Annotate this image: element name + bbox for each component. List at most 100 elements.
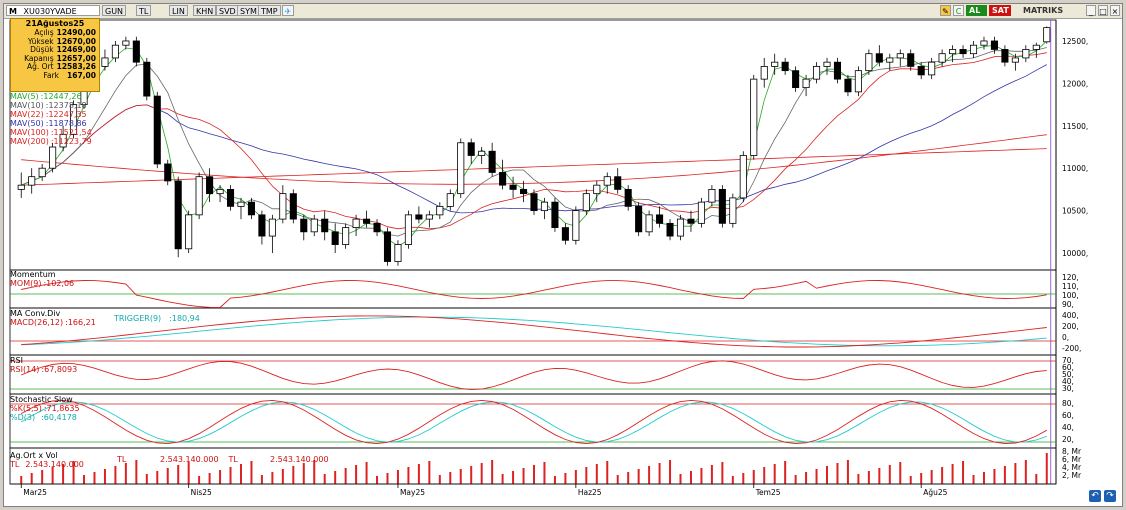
volume-bar [250,461,253,484]
candle-body [656,214,664,224]
scroll-left-icon[interactable]: ↶ [1089,490,1101,502]
momentum-pane [9,269,1057,309]
buy-button[interactable]: AL [966,5,987,16]
candle-body [164,163,172,182]
rsi-tick-label: 30, [1062,384,1074,393]
mav10-legend: MAV(10):12378,18 [10,101,87,110]
info-date: 21Ağustos25 [25,19,85,28]
period-button[interactable]: GUN [102,5,127,16]
candle-body [907,53,915,67]
volume-bar [627,472,630,484]
volume-bar [637,469,640,484]
volume-bar [679,474,682,484]
candle-body [771,61,779,67]
volume-bar [344,468,347,484]
candle-body [216,189,224,195]
x-axis-label: Ağu25 [923,488,947,497]
info-row: Kapanış 12657,00 [11,53,99,64]
x-axis-label: Haz25 [578,488,602,497]
candle-body [969,44,978,55]
sym-button[interactable]: SYM [237,5,260,16]
volume-bar [103,469,106,484]
volume-bar [20,476,23,484]
volume-bar [815,469,818,484]
maximize-icon[interactable]: □ [1098,5,1108,16]
volume-bar [512,471,515,484]
info-key: Düşük [30,45,54,55]
volume-bar [93,472,96,484]
stoch-d-legend: %D(3):60,4178 [10,413,77,422]
volume-bar [187,462,190,484]
volume-bar [355,465,358,484]
candle-body [457,142,465,195]
candle-body [383,231,392,262]
volume-bar [72,461,75,484]
candle-body [247,201,255,216]
candle-body [258,214,266,237]
volume-bar [62,464,65,484]
candle-body [530,193,538,212]
price-tick-label: 11000, [1062,164,1088,173]
candle-body [519,189,528,195]
sell-button[interactable]: SAT [989,5,1011,16]
x-axis-label: Nis25 [191,488,212,497]
momentum-tick-label: 100, [1062,291,1079,300]
volume-bar [826,466,829,484]
volume-bar [710,465,713,484]
candle-body [875,53,883,63]
symbol-field[interactable]: M XU030YVADE [6,5,100,16]
volume-bar [752,470,755,484]
volume-bar [669,460,672,484]
chart-canvas[interactable]: 12500, 12000, 11500, 11000, 10500, 10000, 120,… [4,18,1122,508]
mav100-legend: MAV(100):11521,54 [10,128,92,137]
candle-body [122,40,130,46]
volume-bar [878,468,881,484]
macd-tick-label: -200, [1062,344,1081,353]
candle-body [666,222,674,237]
info-value: 167,00 [67,70,96,80]
macd-tick-label: 400, [1062,311,1079,320]
mav200-legend: MAV(200):11223,79 [10,137,92,146]
vol-legend-3: 2.543.140.000 TL [160,455,238,464]
info-key: Fark [43,70,59,80]
refresh-icon[interactable]: C [953,5,964,16]
rsi-tick-label: 70, [1062,356,1074,365]
volume-bar [742,473,745,484]
volume-bar [1003,466,1006,484]
rsi-legend: RSI(14):67,8093 [10,365,78,374]
currency-button[interactable]: TL [136,5,152,16]
volume-bar [145,474,148,484]
info-key: Ağ. Ort [27,62,54,72]
candle-body [185,214,193,250]
candle-body [739,155,747,199]
khn-button[interactable]: KHN [193,5,217,16]
svd-button[interactable]: SVD [216,5,239,16]
volume-bar [941,467,944,484]
volume-bar [239,464,242,484]
edit-icon[interactable]: ✎ [940,5,951,16]
price-tick-label: 12500, [1062,37,1088,46]
info-key: Kapanış [24,53,54,63]
minimize-icon[interactable]: _ [1086,5,1096,16]
close-icon[interactable]: × [1110,5,1120,16]
scroll-right-icon[interactable]: ↷ [1104,490,1116,502]
candle-body [1032,44,1040,50]
candle-body [750,78,758,156]
candle-body [352,218,360,228]
volume-bar [1024,460,1027,484]
brand-logo: MATRIKS [1023,6,1064,15]
candle-body [854,70,862,93]
twitter-icon[interactable]: ✈ [282,5,294,16]
macd-tick-label: 0, [1062,333,1069,342]
volume-bar [993,469,996,484]
tmp-button[interactable]: TMP [258,5,281,16]
stoch-k-line [20,399,1048,445]
candle-body [28,176,36,186]
info-key: Açılış [34,28,54,37]
info-row: Yüksek 12670,00 [11,37,99,47]
linear-button[interactable]: LIN [169,5,188,16]
candle-body [404,214,412,245]
x-axis-label: Tem25 [755,488,781,497]
candle-body [300,218,308,233]
candle-body [268,218,276,237]
